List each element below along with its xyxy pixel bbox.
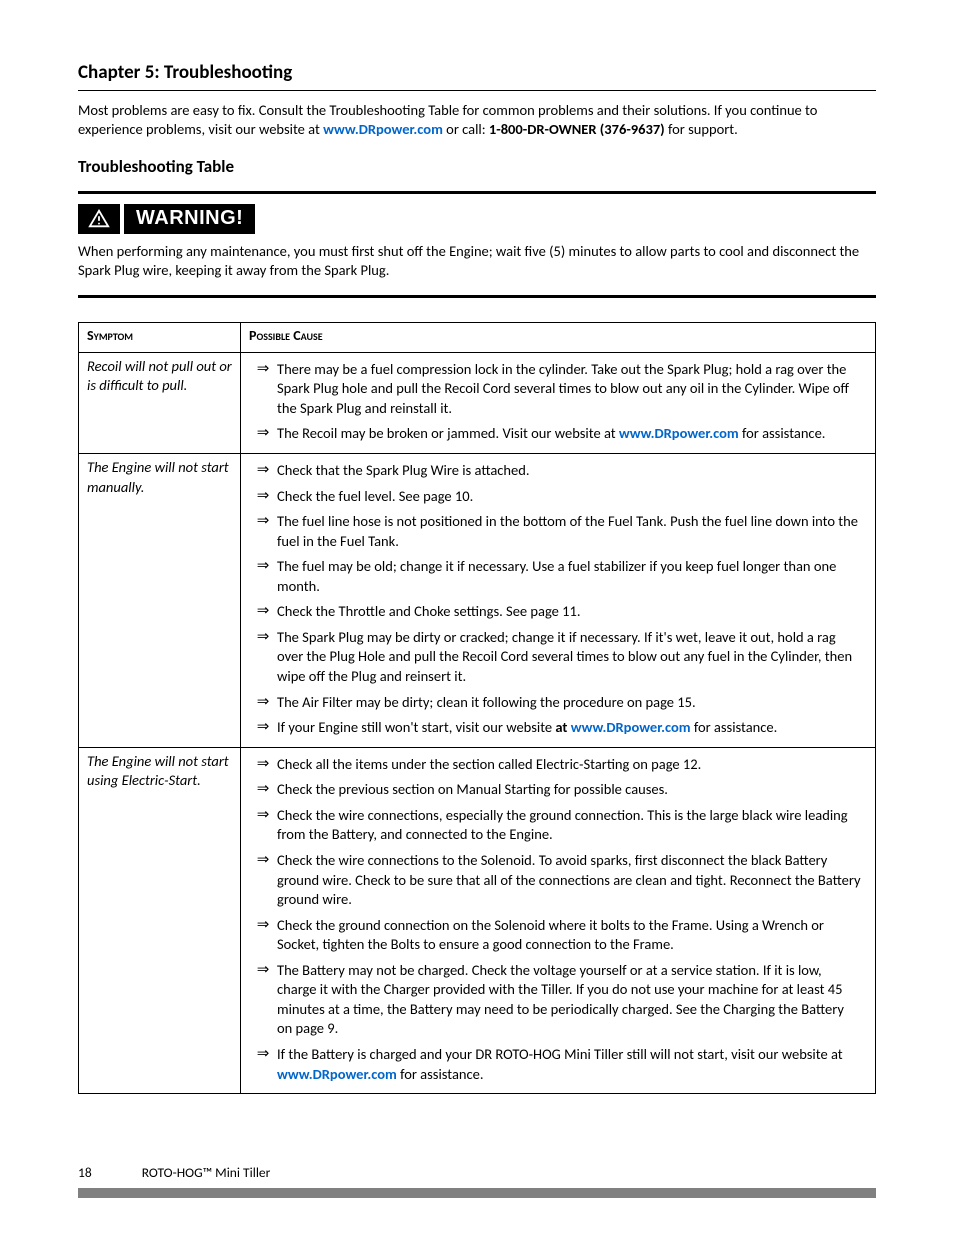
arrow-icon: ⇒ bbox=[249, 916, 277, 955]
arrow-icon: ⇒ bbox=[249, 961, 277, 1039]
cause-text: Check the wire connections, especially t… bbox=[277, 806, 867, 845]
cause-text: The Air Filter may be dirty; clean it fo… bbox=[277, 693, 867, 713]
cause-item: ⇒Check the wire connections to the Solen… bbox=[249, 848, 867, 913]
warning-icon bbox=[78, 204, 120, 234]
cause-text: The fuel line hose is not positioned in … bbox=[277, 512, 867, 551]
website-link[interactable]: www.DRpower.com bbox=[571, 718, 691, 736]
cause-item: ⇒Check the Throttle and Choke settings. … bbox=[249, 599, 867, 625]
arrow-icon: ⇒ bbox=[249, 693, 277, 713]
causes-cell: ⇒Check that the Spark Plug Wire is attac… bbox=[241, 453, 876, 747]
arrow-icon: ⇒ bbox=[249, 780, 277, 800]
table-row: The Engine will not start using Electric… bbox=[79, 747, 876, 1093]
cause-text: Check the wire connections to the Soleno… bbox=[277, 851, 867, 910]
product-name: ROTO-HOG™ Mini Tiller bbox=[142, 1164, 271, 1182]
section-subheading: Troubleshooting Table bbox=[78, 156, 876, 179]
cause-text: The fuel may be old; change it if necess… bbox=[277, 557, 867, 596]
arrow-icon: ⇒ bbox=[249, 628, 277, 687]
cause-text: The Spark Plug may be dirty or cracked; … bbox=[277, 628, 867, 687]
symptom-cell: Recoil will not pull out or is difficult… bbox=[79, 352, 241, 453]
warning-label: WARNING! bbox=[124, 204, 255, 234]
cause-item: ⇒Check the ground connection on the Sole… bbox=[249, 913, 867, 958]
cause-item: ⇒Check the wire connections, especially … bbox=[249, 803, 867, 848]
arrow-icon: ⇒ bbox=[249, 755, 277, 775]
causes-cell: ⇒Check all the items under the section c… bbox=[241, 747, 876, 1093]
cause-item: ⇒Check the fuel level. See page 10. bbox=[249, 484, 867, 510]
cause-text: Check the previous section on Manual Sta… bbox=[277, 780, 867, 800]
symptom-cell: The Engine will not start manually. bbox=[79, 453, 241, 747]
cause-text: Check all the items under the section ca… bbox=[277, 755, 867, 775]
warning-body: When performing any maintenance, you mus… bbox=[78, 242, 876, 281]
cause-item: ⇒The fuel line hose is not positioned in… bbox=[249, 509, 867, 554]
arrow-icon: ⇒ bbox=[249, 851, 277, 910]
website-link[interactable]: www.DRpower.com bbox=[323, 120, 443, 138]
arrow-icon: ⇒ bbox=[249, 512, 277, 551]
website-link[interactable]: www.DRpower.com bbox=[277, 1065, 397, 1083]
arrow-icon: ⇒ bbox=[249, 602, 277, 622]
arrow-icon: ⇒ bbox=[249, 806, 277, 845]
intro-paragraph: Most problems are easy to fix. Consult t… bbox=[78, 101, 876, 140]
col-header-symptom: Symptom bbox=[79, 322, 241, 352]
arrow-icon: ⇒ bbox=[249, 1045, 277, 1084]
arrow-icon: ⇒ bbox=[249, 718, 277, 738]
arrow-icon: ⇒ bbox=[249, 487, 277, 507]
cause-text: Check that the Spark Plug Wire is attach… bbox=[277, 461, 867, 481]
table-row: Recoil will not pull out or is difficult… bbox=[79, 352, 876, 453]
cause-text: Check the Throttle and Choke settings. S… bbox=[277, 602, 867, 622]
cause-text: The Recoil may be broken or jammed. Visi… bbox=[277, 424, 867, 444]
chapter-title: Chapter 5: Troubleshooting bbox=[78, 60, 876, 91]
cause-item: ⇒The Spark Plug may be dirty or cracked;… bbox=[249, 625, 867, 690]
causes-cell: ⇒There may be a fuel compression lock in… bbox=[241, 352, 876, 453]
cause-text: Check the fuel level. See page 10. bbox=[277, 487, 867, 507]
symptom-cell: The Engine will not start using Electric… bbox=[79, 747, 241, 1093]
cause-item: ⇒Check all the items under the section c… bbox=[249, 752, 867, 778]
intro-text-c: for support. bbox=[665, 120, 738, 138]
cause-item: ⇒Check the previous section on Manual St… bbox=[249, 777, 867, 803]
page-number: 18 bbox=[78, 1164, 92, 1182]
cause-text: If the Battery is charged and your DR RO… bbox=[277, 1045, 867, 1084]
arrow-icon: ⇒ bbox=[249, 424, 277, 444]
cause-item: ⇒If your Engine still won't start, visit… bbox=[249, 715, 867, 741]
cause-item: ⇒Check that the Spark Plug Wire is attac… bbox=[249, 458, 867, 484]
cause-item: ⇒The Air Filter may be dirty; clean it f… bbox=[249, 690, 867, 716]
support-phone: 1-800-DR-OWNER (376-9637) bbox=[489, 120, 665, 138]
warning-block: WARNING! When performing any maintenance… bbox=[78, 191, 876, 298]
cause-item: ⇒The fuel may be old; change it if neces… bbox=[249, 554, 867, 599]
footer-bar bbox=[78, 1188, 876, 1198]
warning-badge: WARNING! bbox=[78, 204, 876, 234]
website-link[interactable]: www.DRpower.com bbox=[619, 424, 739, 442]
cause-item: ⇒There may be a fuel compression lock in… bbox=[249, 357, 867, 422]
cause-text: There may be a fuel compression lock in … bbox=[277, 360, 867, 419]
intro-text-b: or call: bbox=[443, 120, 489, 138]
table-row: The Engine will not start manually.⇒Chec… bbox=[79, 453, 876, 747]
cause-text: The Battery may not be charged. Check th… bbox=[277, 961, 867, 1039]
cause-text: If your Engine still won't start, visit … bbox=[277, 718, 867, 738]
troubleshooting-table: Symptom Possible Cause Recoil will not p… bbox=[78, 322, 876, 1094]
arrow-icon: ⇒ bbox=[249, 557, 277, 596]
arrow-icon: ⇒ bbox=[249, 360, 277, 419]
arrow-icon: ⇒ bbox=[249, 461, 277, 481]
cause-item: ⇒If the Battery is charged and your DR R… bbox=[249, 1042, 867, 1087]
page-footer: 18 ROTO-HOG™ Mini Tiller bbox=[78, 1164, 876, 1182]
cause-item: ⇒The Battery may not be charged. Check t… bbox=[249, 958, 867, 1042]
col-header-cause: Possible Cause bbox=[241, 322, 876, 352]
cause-text: Check the ground connection on the Solen… bbox=[277, 916, 867, 955]
cause-item: ⇒The Recoil may be broken or jammed. Vis… bbox=[249, 421, 867, 447]
